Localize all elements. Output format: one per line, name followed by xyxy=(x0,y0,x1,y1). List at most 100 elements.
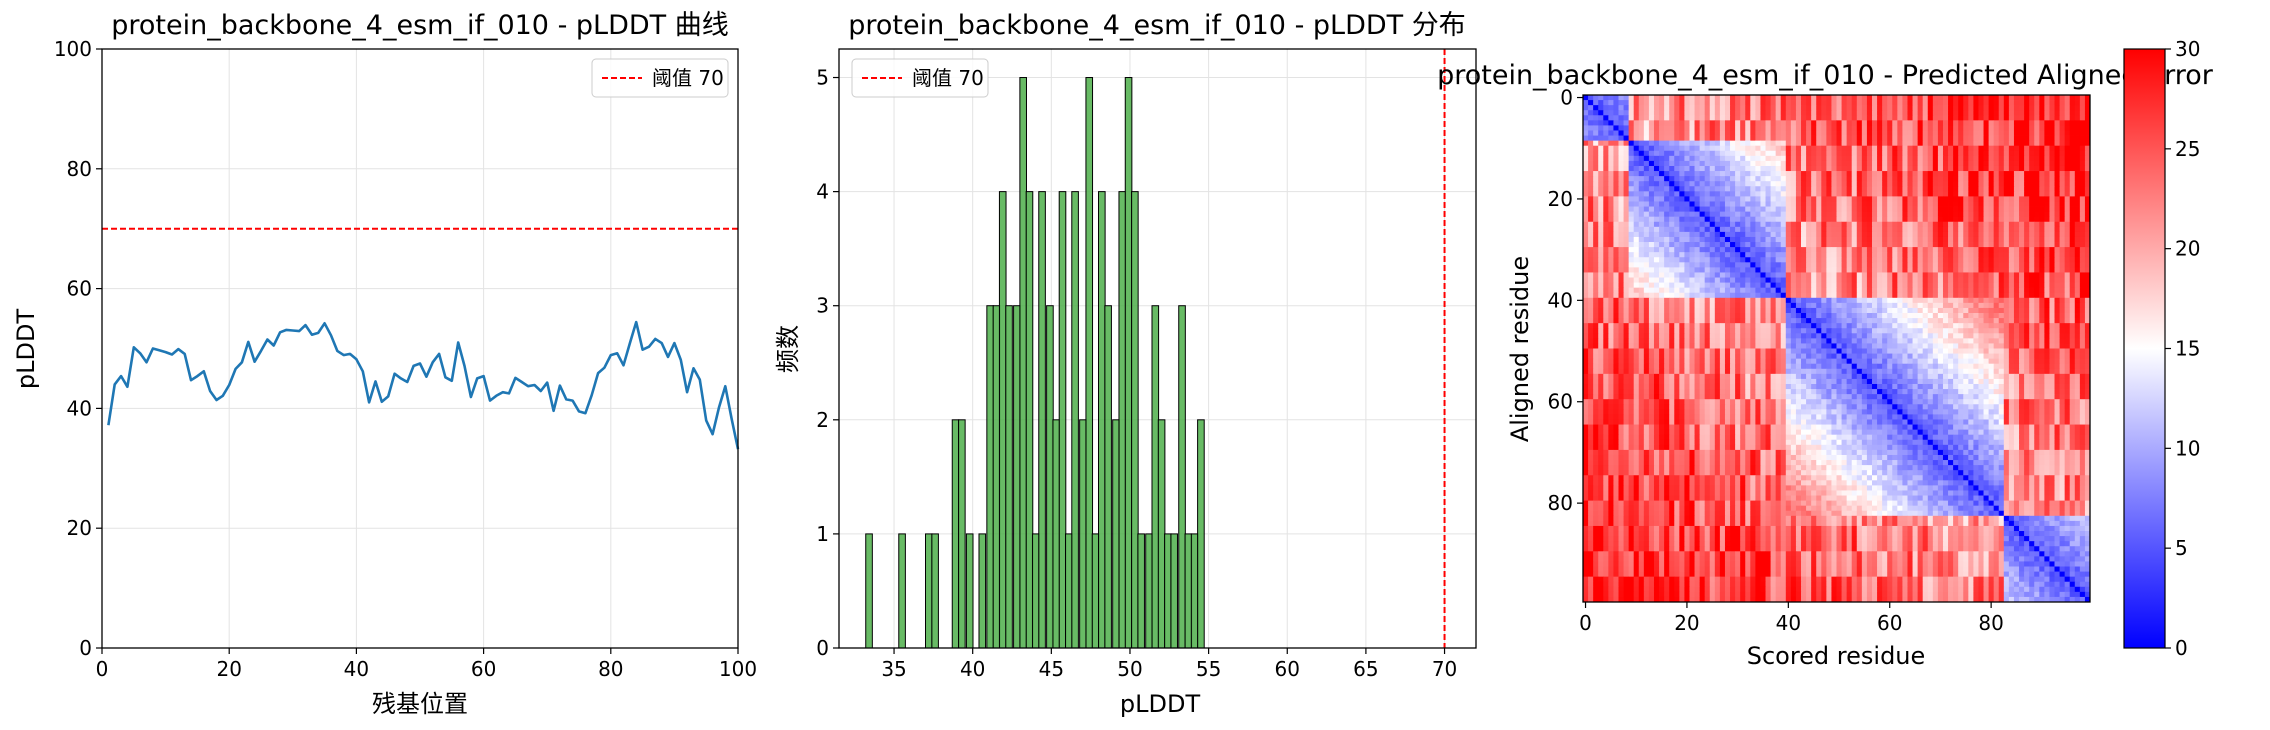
plddt-line-xlabel: 残基位置 xyxy=(372,690,468,718)
pae-cell xyxy=(2084,201,2091,207)
pae-cell xyxy=(1618,302,1624,309)
pae-cell xyxy=(1593,231,1599,238)
pae-cell xyxy=(2019,95,2025,101)
pae-cell xyxy=(1760,191,1766,197)
pae-cell xyxy=(1882,282,1888,289)
pae-cell xyxy=(2054,277,2060,283)
pae-cell xyxy=(1790,176,1797,182)
pae-cell xyxy=(1861,247,1868,253)
pae-cell xyxy=(1958,120,1964,126)
pae-cell xyxy=(1699,181,1706,187)
pae-cell xyxy=(1638,115,1645,121)
pae-cell xyxy=(1780,115,1787,121)
pae-cell xyxy=(1750,262,1756,268)
pae-cell xyxy=(1836,140,1842,147)
pae-cell xyxy=(1714,150,1721,157)
pae-cell xyxy=(1633,171,1640,177)
pae-cell xyxy=(1689,216,1695,223)
pae-cell xyxy=(1846,135,1853,142)
pae-cell xyxy=(1775,150,1782,157)
pae-cell xyxy=(2034,257,2040,263)
pae-cell xyxy=(1653,297,1660,304)
pae-cell xyxy=(2029,318,2035,324)
pae-cell xyxy=(1694,313,1701,319)
pae-cell xyxy=(2079,165,2086,172)
pae-cell xyxy=(1740,115,1746,121)
pae-cell xyxy=(2079,262,2086,268)
pae-cell xyxy=(2003,201,2010,207)
pae-cell xyxy=(1836,287,1842,294)
pae-cell xyxy=(1963,333,1969,339)
pae-cell xyxy=(1836,110,1842,116)
pae-cell xyxy=(1750,287,1756,294)
pae-cell xyxy=(1760,216,1766,223)
pae-cell xyxy=(1583,145,1589,152)
pae-cell xyxy=(1608,247,1614,253)
pae-cell xyxy=(1750,165,1756,172)
pae-cell xyxy=(1770,105,1777,111)
pae-cell xyxy=(1973,155,1979,162)
pae-cell xyxy=(1745,226,1751,233)
pae-cell xyxy=(2084,252,2091,258)
pae-cell xyxy=(2008,313,2015,319)
pae-cell xyxy=(2054,313,2060,319)
pae-cell xyxy=(1730,160,1736,167)
pae-cell xyxy=(2013,272,2020,278)
pae-cell xyxy=(1593,135,1599,142)
pae-cell xyxy=(2013,282,2020,289)
pae-cell xyxy=(1826,297,1832,304)
pae-cell xyxy=(1902,333,1908,339)
pae-cell xyxy=(1679,307,1685,314)
pae-cell xyxy=(1689,282,1695,289)
pae-cell xyxy=(1998,155,2005,162)
pae-cell xyxy=(1598,130,1604,136)
pae-cell xyxy=(1861,262,1868,268)
pae-cell xyxy=(2034,211,2040,218)
pae-cell xyxy=(1785,206,1792,213)
pae-cell xyxy=(1892,176,1898,182)
pae-cell xyxy=(1978,302,1984,309)
pae-cell xyxy=(1831,226,1837,233)
pae-cell xyxy=(1750,186,1756,192)
pae-cell xyxy=(2049,105,2055,111)
pae-cell xyxy=(2074,221,2081,228)
pae-cell xyxy=(2013,211,2020,218)
pae-cell xyxy=(1760,262,1766,268)
pae-cell xyxy=(1735,323,1741,329)
pae-cell xyxy=(1699,206,1706,213)
pae-cell xyxy=(1953,201,1959,207)
pae-cell xyxy=(1821,221,1827,228)
pae-cell xyxy=(1709,125,1716,131)
pae-cell xyxy=(1750,252,1756,258)
pae-cell xyxy=(1795,318,1802,324)
pae-cell xyxy=(1988,257,1995,263)
pae-cell xyxy=(2064,247,2071,253)
pae-cell xyxy=(1790,145,1797,152)
pae-cell xyxy=(2003,130,2010,136)
pae-cell xyxy=(2034,125,2040,131)
pae-cell xyxy=(2054,272,2060,278)
pae-cell xyxy=(1740,318,1746,324)
pae-cell xyxy=(1973,236,1979,243)
pae-cell xyxy=(1942,125,1949,131)
pae-cell xyxy=(1598,115,1604,121)
pae-cell xyxy=(1588,171,1594,177)
pae-cell xyxy=(1653,191,1660,197)
pae-cell xyxy=(1887,307,1893,314)
pae-cell xyxy=(1740,277,1746,283)
pae-cell xyxy=(1608,333,1614,339)
pae-cell xyxy=(1588,95,1594,101)
pae-cell xyxy=(1638,120,1645,126)
pae-cell xyxy=(1780,196,1787,202)
pae-cell xyxy=(1765,206,1771,213)
pae-cell xyxy=(2079,100,2086,106)
pae-cell xyxy=(1750,95,1756,101)
pae-cell xyxy=(1861,333,1868,339)
pae-cell xyxy=(1598,226,1604,233)
pae-cell xyxy=(1689,328,1695,334)
pae-cell xyxy=(1816,171,1822,177)
hist-bar xyxy=(1098,191,1106,649)
pae-cell xyxy=(1765,277,1771,283)
pae-cell xyxy=(1719,242,1726,248)
pae-cell xyxy=(1694,140,1701,147)
